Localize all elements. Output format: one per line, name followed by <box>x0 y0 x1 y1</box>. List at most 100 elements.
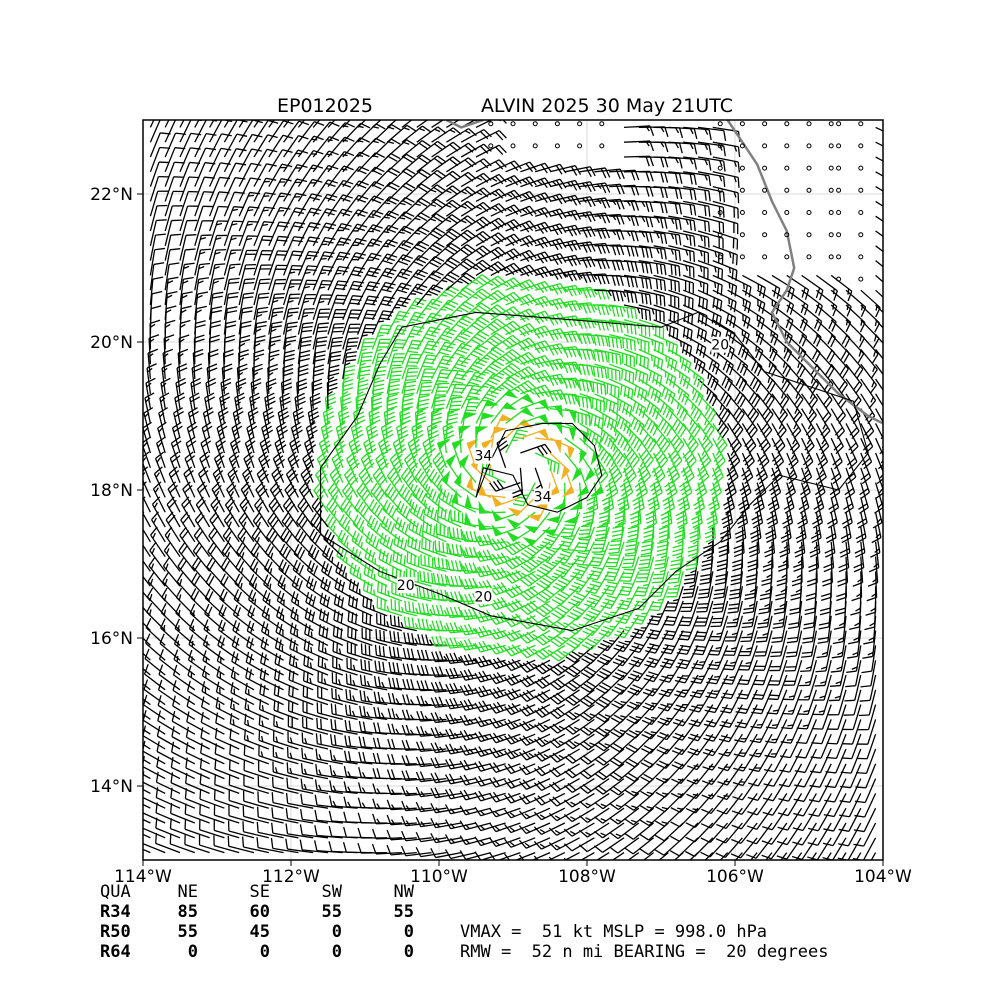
wind-barb <box>247 589 270 617</box>
wind-barb <box>371 181 400 202</box>
wind-barb <box>331 672 358 691</box>
wind-barb <box>594 792 625 810</box>
wind-barb <box>666 571 684 598</box>
wind-barb <box>317 655 344 676</box>
wind-barb <box>146 602 166 632</box>
wind-barb <box>640 748 669 769</box>
wind-barb <box>708 630 729 656</box>
wind-barb <box>658 852 669 860</box>
wind-barb <box>244 682 270 706</box>
wind-barb <box>776 837 803 860</box>
wind-barb <box>386 211 415 232</box>
calm-marker <box>828 187 834 193</box>
wind-barb <box>812 689 832 716</box>
wind-barb <box>256 466 270 498</box>
calm-marker <box>806 187 812 193</box>
wind-barb <box>271 466 285 498</box>
wind-barb <box>671 733 699 756</box>
wind-barb <box>286 762 314 780</box>
calm-marker <box>762 187 768 193</box>
wind-barb <box>727 363 748 392</box>
wind-barb <box>579 733 610 751</box>
wind-barb <box>474 625 506 638</box>
wind-barb <box>535 585 566 604</box>
wind-barb <box>751 674 773 700</box>
wind-barb <box>548 807 580 822</box>
wind-barb <box>285 792 314 809</box>
calm-marker <box>858 276 864 282</box>
wind-barb <box>625 763 655 782</box>
calm-marker <box>828 232 834 238</box>
wind-barb <box>578 822 610 838</box>
wind-barb <box>609 822 640 840</box>
wind-barb <box>300 778 329 795</box>
wind-barb <box>518 852 551 860</box>
wind-barb <box>685 792 714 814</box>
wind-barb <box>715 837 743 859</box>
wind-barb <box>671 748 699 770</box>
calm-marker <box>836 210 842 215</box>
wind-barb <box>302 670 329 691</box>
wind-barb <box>636 556 655 583</box>
wind-barb <box>430 772 462 784</box>
wind-barb <box>289 638 314 661</box>
wind-barb <box>536 570 566 590</box>
wind-barb <box>868 541 880 573</box>
wind-barb <box>824 526 836 558</box>
wind-barb <box>852 837 877 860</box>
wind-barb <box>812 704 832 730</box>
calm-marker <box>836 165 842 171</box>
wind-barb <box>192 542 211 572</box>
wind-barb <box>401 724 432 736</box>
wind-barb <box>261 605 284 632</box>
wind-barb <box>179 120 185 128</box>
calm-marker <box>836 143 842 149</box>
wind-barb <box>287 700 314 721</box>
wind-barb <box>489 672 521 685</box>
wind-barb <box>594 822 625 839</box>
wind-barb <box>372 783 403 795</box>
wind-barb <box>785 630 803 658</box>
wind-barb <box>750 852 758 860</box>
wind-barb <box>611 512 625 541</box>
coast-segment <box>726 120 883 425</box>
wind-barb <box>143 725 166 750</box>
wind-barb <box>533 822 566 836</box>
wind-barb <box>329 749 358 765</box>
wind-barb <box>642 674 669 697</box>
wind-barb <box>431 271 460 291</box>
wind-barb <box>143 848 151 854</box>
wind-barb <box>779 733 803 759</box>
wind-barb <box>504 703 536 716</box>
wind-barb <box>489 807 521 818</box>
wind-barb <box>737 659 758 686</box>
wind-barb <box>505 393 535 410</box>
wind-barb <box>214 774 240 795</box>
wind-barb <box>519 630 551 644</box>
wind-barb <box>826 733 847 760</box>
wind-barb <box>332 641 358 661</box>
wind-barb <box>742 586 758 615</box>
wind-barb <box>378 548 403 572</box>
wind-barb <box>199 788 225 809</box>
wind-barb <box>796 704 818 730</box>
wind-barb <box>753 645 773 671</box>
wind-barb <box>672 719 699 741</box>
wind-barb <box>727 586 744 614</box>
title-left: EP012025 <box>277 95 373 117</box>
wind-barb <box>361 627 388 647</box>
wind-barb <box>158 664 181 691</box>
wind-barb <box>374 660 403 676</box>
wind-barb <box>838 822 862 847</box>
wind-barb <box>300 793 329 809</box>
wind-barb <box>805 571 818 601</box>
wind-barb <box>354 498 373 528</box>
wind-barb <box>489 837 521 848</box>
wind-radii-table: QUA NE SE SW NW R34 85 60 55 55 R50 55 4… <box>100 882 414 962</box>
wind-barb <box>294 528 314 558</box>
wind-barb <box>610 704 640 724</box>
wind-barb <box>264 543 285 572</box>
wind-barb <box>857 719 877 745</box>
wind-barb <box>208 527 225 557</box>
wind-barb <box>778 778 803 802</box>
